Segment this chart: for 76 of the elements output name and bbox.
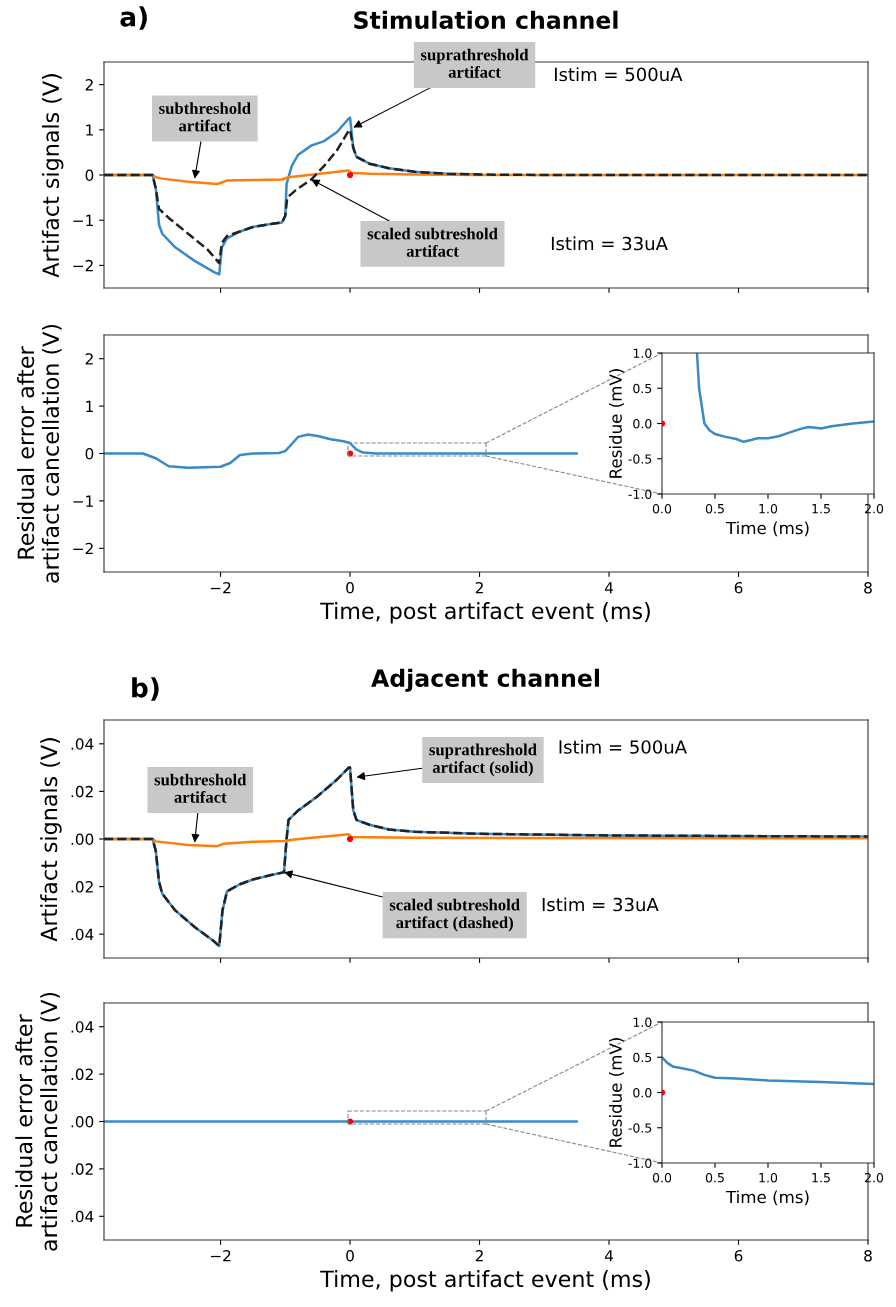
chart-title: Adjacent channel (371, 668, 600, 692)
annotation: scaled subtreshold artifact (dashed) (389, 898, 520, 932)
x-tick-label: 2.0 (864, 1172, 884, 1183)
y-axis-title: Residual error after artifact cancellation (V) (15, 992, 60, 1251)
y-tick-label: .02 (71, 881, 93, 893)
y-tick-label: 1.0 (633, 1017, 652, 1027)
annotation: Istim = 33uA (542, 897, 659, 912)
x-tick-label: 2.0 (864, 503, 884, 514)
y-axis-title: Artifact signals (V) (40, 738, 62, 942)
x-tick-label: 8 (864, 1249, 872, 1262)
annotation: subthreshold artifact (159, 102, 251, 132)
y-tick-label: 1 (86, 400, 93, 412)
y-tick-label: -0.5 (628, 1123, 652, 1133)
x-tick-label: 4 (604, 582, 614, 594)
annotation: scaled subtreshold artifact (367, 227, 498, 257)
y-tick-label: 1 (86, 124, 93, 136)
x-tick-label: 1.5 (812, 1173, 830, 1183)
x-axis-title: Time, post artifact event (ms) (320, 602, 650, 624)
x-tick-label: 0 (346, 581, 354, 594)
y-tick-label: .04 (71, 738, 94, 750)
x-tick-label: −2 (210, 1249, 231, 1262)
text: a) (120, 6, 147, 30)
y-tick-label: 0 (85, 169, 94, 182)
annotation: Istim = 33uA (551, 236, 668, 251)
x-axis-title: Time, post artifact event (ms) (320, 1270, 650, 1292)
y-tick-label: −1 (73, 495, 93, 507)
y-tick-label: .00 (71, 833, 94, 846)
y-tick-label: 0 (85, 447, 94, 460)
y-tick-label: .04 (71, 1021, 94, 1033)
y-tick-label: .04 (71, 928, 94, 941)
annotation: Istim = 500uA (559, 739, 687, 754)
y-axis-title: Residue (mV) (608, 369, 624, 478)
y-tick-label: −1 (73, 214, 93, 226)
y-tick-label: −2 (73, 542, 93, 555)
x-tick-label: 0.0 (652, 1172, 672, 1183)
x-tick-label: 1.0 (759, 503, 778, 514)
chart-title: Stimulation channel (354, 10, 618, 29)
x-tick-label: 0.5 (705, 1172, 724, 1183)
y-tick-label: .02 (71, 785, 93, 798)
x-tick-label: −2 (210, 581, 231, 594)
x-tick-label: 6 (734, 1249, 743, 1262)
y-tick-label: 0.0 (633, 1087, 652, 1098)
y-axis-title: Residual error after artifact cancellation (V) (17, 324, 62, 583)
y-tick-label: 0.0 (633, 418, 652, 429)
y-tick-label: 2 (85, 79, 93, 91)
annotation: subthreshold artifact (154, 773, 247, 803)
x-tick-label: 1.5 (812, 504, 830, 514)
y-tick-label: 1.0 (633, 348, 652, 358)
y-tick-label: .02 (71, 1163, 93, 1175)
y-tick-label: .02 (71, 1068, 93, 1081)
y-tick-label: -1.0 (628, 1158, 652, 1168)
y-tick-label: -0.5 (628, 454, 652, 464)
annotation: Istim = 500uA (555, 67, 683, 82)
x-tick-label: 2 (475, 1249, 483, 1262)
x-tick-label: 4 (604, 1250, 614, 1262)
y-tick-label: 0.5 (633, 1052, 652, 1063)
annotation: suprathreshold artifact (solid) (429, 743, 537, 777)
x-tick-label: 2 (475, 581, 483, 594)
text: b) (132, 677, 159, 701)
y-tick-label: 2 (85, 353, 93, 365)
y-tick-label: .00 (71, 1115, 94, 1128)
x-tick-label: 0.5 (705, 503, 724, 514)
x-tick-label: 8 (864, 581, 872, 594)
x-axis-title: Time (ms) (725, 521, 809, 537)
y-axis-title: Artifact signals (V) (41, 74, 64, 278)
y-tick-label: −2 (73, 259, 93, 272)
x-axis-title: Time (ms) (725, 1190, 809, 1206)
x-tick-label: 0 (346, 1249, 354, 1262)
annotation: suprathreshold artifact (421, 48, 529, 78)
y-tick-label: -1.0 (628, 489, 652, 499)
x-tick-label: 1.0 (759, 1172, 778, 1183)
y-tick-label: 0.5 (633, 383, 652, 394)
y-tick-label: .04 (71, 1210, 94, 1223)
y-axis-title: Residue (mV) (608, 1038, 624, 1147)
x-tick-label: 0.0 (652, 503, 672, 514)
x-tick-label: 6 (734, 581, 743, 594)
